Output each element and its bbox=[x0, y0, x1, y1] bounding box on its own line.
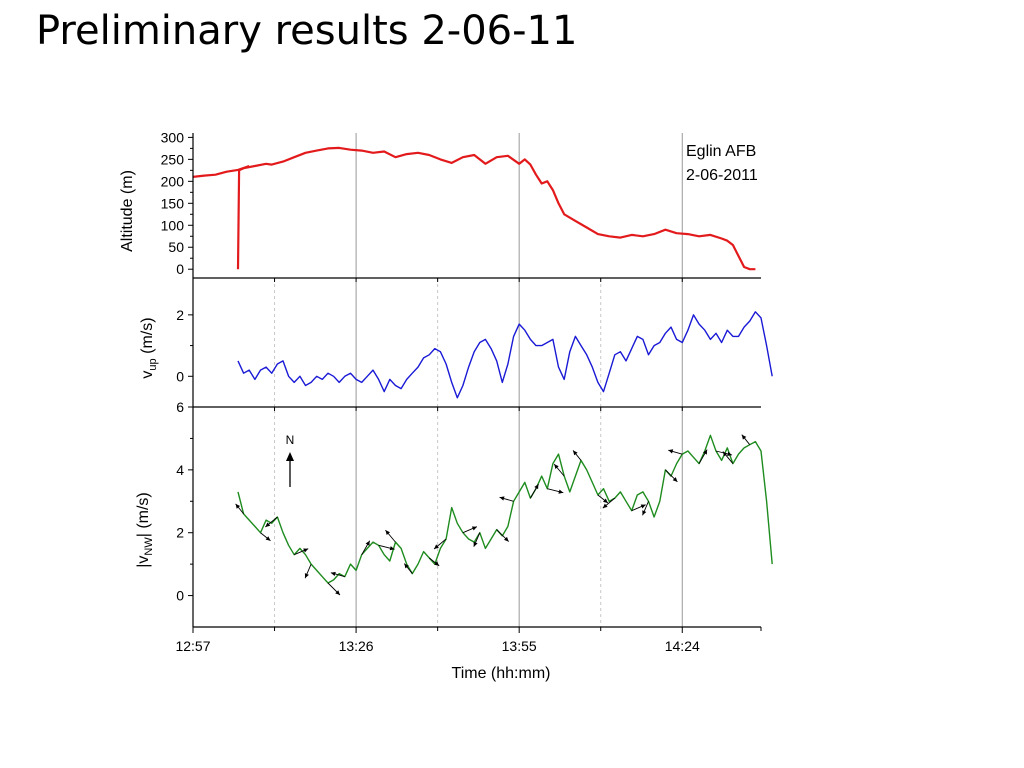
wind-arrow-head-24 bbox=[642, 510, 647, 516]
slide-title: Preliminary results 2-06-11 bbox=[36, 8, 578, 54]
altitude-ytick-label-4: 200 bbox=[161, 173, 185, 189]
north-arrow-label: N bbox=[286, 433, 295, 447]
wind-arrow-head-27 bbox=[703, 449, 708, 455]
wind-arrow-head-30 bbox=[741, 434, 747, 440]
wind-arrow-head-19 bbox=[554, 464, 559, 469]
wind-arrow-head-18 bbox=[558, 489, 564, 494]
x-tick-label-0: 12:57 bbox=[175, 638, 210, 654]
wind-arrow-head-7 bbox=[365, 540, 370, 546]
wind-direction-arrows bbox=[235, 434, 751, 596]
wind-arrow-head-28 bbox=[727, 451, 732, 456]
x-tick-label-2: 13:55 bbox=[502, 638, 537, 654]
wind-arrow-head-14 bbox=[473, 541, 478, 547]
v_nw-ytick-label-3: 6 bbox=[176, 399, 184, 415]
wind-arrow-head-10 bbox=[404, 563, 409, 569]
series-lines bbox=[192, 146, 773, 584]
v_nw-series-line-0 bbox=[237, 434, 773, 584]
time-gridlines bbox=[274, 133, 683, 627]
wind-arrow-head-0 bbox=[235, 503, 241, 509]
wind-arrow-head-8 bbox=[389, 546, 395, 551]
y-axis-label-vnw-main: |v bbox=[135, 556, 152, 568]
altitude-ytick-label-2: 100 bbox=[161, 217, 185, 233]
wind-arrow-head-4 bbox=[304, 573, 309, 579]
wind-arrow-head-13 bbox=[471, 526, 477, 531]
x-tick-label-1: 13:26 bbox=[339, 638, 374, 654]
wind-arrow-head-12 bbox=[434, 544, 439, 549]
wind-arrow-head-23 bbox=[640, 504, 646, 509]
y-axis-label-vup-sub: up bbox=[147, 358, 159, 370]
wind-arrow-head-6 bbox=[330, 571, 336, 576]
altitude-ytick-label-0: 0 bbox=[176, 261, 184, 277]
v_nw-ytick-label-1: 2 bbox=[176, 525, 184, 541]
altitude-series-line-1 bbox=[236, 146, 756, 271]
wind-arrow-head-22 bbox=[602, 503, 608, 509]
v_nw-ytick-label-2: 4 bbox=[176, 462, 184, 478]
north-arrow-head bbox=[286, 452, 294, 461]
wind-arrow-head-20 bbox=[573, 450, 578, 456]
y-axis-label-vup-main: v bbox=[139, 371, 156, 379]
annotation-location: Eglin AFB bbox=[686, 143, 756, 160]
y-axis-label-vnw-sub: NW bbox=[143, 537, 155, 556]
x-tick-label-3: 14:24 bbox=[665, 638, 700, 654]
v_up-series-line-0 bbox=[237, 311, 773, 399]
wind-arrow-head-25 bbox=[672, 477, 678, 482]
v_up-ytick-label-0: 0 bbox=[176, 368, 184, 384]
v_nw-ytick-label-0: 0 bbox=[176, 588, 184, 604]
panel-axes: 0 50 100 150 200 250 300 0 2 0 2 4 6 12:57 13:26 13:55 1… bbox=[161, 129, 762, 654]
y-axis-label-vup-suffix: (m/s) bbox=[139, 317, 156, 358]
wind-arrow-head-2 bbox=[265, 522, 271, 527]
altitude-series-line-0 bbox=[192, 164, 250, 178]
y-axis-label-altitude: Altitude (m) bbox=[119, 170, 136, 252]
y-axis-label-vnw-suffix: | (m/s) bbox=[135, 492, 152, 537]
wind-arrow-head-17 bbox=[534, 484, 539, 490]
wind-arrow-head-29 bbox=[722, 451, 728, 457]
wind-arrow-head-11 bbox=[434, 561, 440, 566]
wind-arrow-head-15 bbox=[504, 536, 509, 542]
altitude-ytick-label-1: 50 bbox=[168, 239, 184, 255]
y-axis-label-vup: vup (m/s) bbox=[139, 317, 159, 378]
wind-arrow-head-5 bbox=[335, 590, 340, 595]
y-axis-label-vnw: |vNW| (m/s) bbox=[135, 492, 155, 568]
x-axis-label: Time (hh:mm) bbox=[452, 665, 551, 682]
altitude-ytick-label-6: 300 bbox=[161, 129, 185, 145]
wind-arrow-head-1 bbox=[265, 536, 271, 541]
wind-arrow-head-26 bbox=[668, 449, 674, 454]
north-arrow: N bbox=[286, 433, 295, 487]
altitude-ytick-label-3: 150 bbox=[161, 195, 185, 211]
wind-arrow-head-3 bbox=[303, 548, 309, 553]
v_up-ytick-label-1: 2 bbox=[176, 307, 184, 323]
annotation-date: 2-06-2011 bbox=[686, 167, 758, 184]
wind-arrow-head-16 bbox=[499, 496, 505, 501]
altitude-ytick-label-5: 250 bbox=[161, 151, 185, 167]
wind-arrow-head-9 bbox=[385, 530, 390, 535]
wind-arrow-head-21 bbox=[603, 498, 608, 503]
